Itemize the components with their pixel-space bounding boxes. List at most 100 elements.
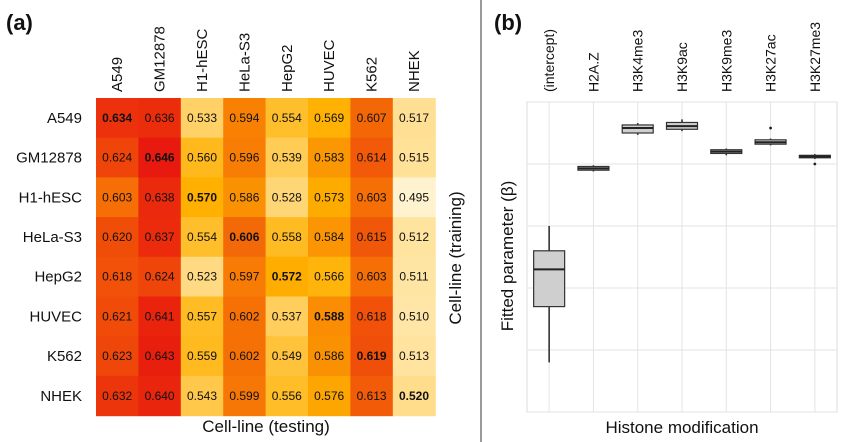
heatmap-cell	[265, 256, 309, 298]
heatmap-cell	[138, 137, 182, 178]
panel-a-label: (a)	[6, 10, 33, 35]
heatmap-cell-value: 0.537	[272, 309, 302, 323]
heatmap-cell	[223, 296, 267, 337]
heatmap-cell-value: 0.576	[314, 389, 344, 403]
heatmap-column-label: A549	[109, 57, 126, 92]
heatmap-cell	[308, 177, 351, 218]
heatmap-cell	[96, 98, 139, 139]
heatmap-cell	[223, 375, 267, 417]
heatmap-cell-value: 0.643	[145, 349, 175, 363]
heatmap-cell-value: 0.495	[399, 190, 429, 204]
heatmap-cell-value: 0.624	[102, 151, 132, 165]
heatmap-row-label: K562	[47, 348, 82, 365]
heatmap-column-label: H1-hESC	[194, 28, 211, 92]
boxplot-boxes	[533, 119, 831, 363]
heatmap-cell	[138, 177, 182, 218]
heatmap-cell-value: 0.619	[357, 349, 387, 363]
heatmap-cell	[180, 336, 224, 377]
heatmap-cell	[96, 256, 139, 298]
boxplot-category-label: H3K4me3	[630, 30, 646, 92]
heatmap-cell	[138, 217, 182, 258]
boxplot-category-label: (intercept)	[541, 29, 557, 92]
heatmap-cell-value: 0.523	[187, 270, 217, 284]
heatmap-row-label: HeLa-S3	[23, 229, 82, 246]
heatmap-cell-value: 0.623	[102, 349, 132, 363]
heatmap-cell	[265, 296, 309, 337]
heatmap-cell-value: 0.583	[314, 151, 344, 165]
heatmap-cell	[350, 296, 394, 337]
heatmap-cell-value: 0.539	[272, 151, 302, 165]
heatmap-column-label: HUVEC	[321, 39, 338, 92]
heatmap-cell	[180, 177, 224, 218]
heatmap-cell	[350, 375, 394, 417]
heatmap-cell	[350, 217, 394, 258]
heatmap-cell	[180, 296, 224, 337]
heatmap-cell-value: 0.603	[102, 190, 132, 204]
heatmap-cell	[138, 296, 182, 337]
heatmap-cell	[223, 177, 267, 218]
heatmap-cell	[308, 217, 351, 258]
heatmap-cell-value: 0.556	[272, 389, 302, 403]
heatmap-cell-value: 0.606	[229, 230, 259, 244]
heatmap-cell	[350, 336, 394, 377]
heatmap-cell-value: 0.638	[145, 190, 175, 204]
heatmap-cell-value: 0.621	[102, 309, 132, 323]
heatmap-cell-value: 0.615	[357, 230, 387, 244]
heatmap-cell	[308, 375, 351, 417]
heatmap-cell	[223, 256, 267, 298]
heatmap-cell-value: 0.624	[145, 270, 175, 284]
heatmap-column-label: K562	[364, 57, 381, 92]
heatmap-cell-value: 0.637	[145, 230, 175, 244]
panel-b-label: (b)	[494, 10, 522, 35]
heatmap-cell	[96, 217, 139, 258]
heatmap-cell-value: 0.586	[229, 190, 259, 204]
heatmap-cell-value: 0.641	[145, 309, 175, 323]
heatmap-cell-value: 0.646	[145, 151, 175, 165]
heatmap-cell-value: 0.584	[314, 230, 344, 244]
heatmap-y-axis-title: Cell-line (training)	[446, 191, 465, 324]
heatmap-cell	[265, 375, 309, 417]
boxplot-box	[533, 250, 566, 308]
heatmap-column-label: HeLa-S3	[236, 33, 253, 92]
heatmap-cell	[265, 336, 309, 377]
heatmap-cell	[265, 137, 309, 178]
heatmap-column-labels: A549 GM12878 H1-hESC HeLa-S3 HepG2 HUVEC K562 N…	[109, 26, 423, 92]
heatmap-cell	[138, 256, 182, 298]
heatmap-cell	[138, 375, 182, 417]
heatmap-column-label: NHEK	[406, 50, 423, 92]
heatmap-row-label: HUVEC	[29, 308, 82, 325]
heatmap-cell	[180, 137, 224, 178]
heatmap-cell	[180, 256, 224, 298]
heatmap-cell-value: 0.572	[272, 270, 302, 284]
heatmap-cell-value: 0.570	[187, 190, 217, 204]
heatmap-cells: 0.634 0.636 0.533 0.594 0.554 0.569 0.607 0.517…	[96, 98, 436, 417]
boxplot-x-axis-title: Histone modification	[605, 418, 758, 437]
heatmap-cell	[223, 336, 267, 377]
heatmap-cell	[96, 375, 139, 417]
boxplot-outlier	[769, 126, 772, 130]
heatmap-cell	[392, 177, 436, 218]
heatmap-cell-value: 0.602	[229, 349, 259, 363]
heatmap-cell-value: 0.588	[314, 309, 344, 323]
heatmap-cell	[138, 336, 182, 377]
heatmap-row-labels: A549 GM12878 H1-hESC HeLa-S3 HepG2 HUVEC K562 N…	[16, 110, 82, 405]
heatmap-cell	[308, 296, 351, 337]
heatmap-column-label: GM12878	[152, 26, 169, 92]
heatmap-cell	[96, 336, 139, 377]
heatmap-cell-value: 0.549	[272, 349, 302, 363]
heatmap-cell-value: 0.510	[399, 309, 429, 323]
heatmap-row-label: A549	[47, 110, 82, 127]
heatmap-cell-value: 0.520	[399, 389, 429, 403]
heatmap-cell	[350, 98, 394, 139]
boxplot-category-labels: (intercept) H2A.Z H3K4me3 H3K9ac H3K9me3 H3K2…	[541, 22, 823, 92]
heatmap-cell-value: 0.533	[187, 111, 217, 125]
heatmap-cell-value: 0.512	[399, 230, 429, 244]
heatmap-cell	[392, 375, 436, 417]
heatmap-cell-value: 0.559	[187, 349, 217, 363]
heatmap-cell	[308, 98, 351, 139]
heatmap-cell	[308, 256, 351, 298]
heatmap-panel: (a) A549 GM12878 H1-hESC HeLa-S3 HepG2 HUVEC K…	[6, 10, 465, 436]
heatmap-x-axis-title: Cell-line (testing)	[202, 417, 330, 436]
heatmap-cell	[180, 217, 224, 258]
boxplot-outlier	[813, 162, 817, 166]
